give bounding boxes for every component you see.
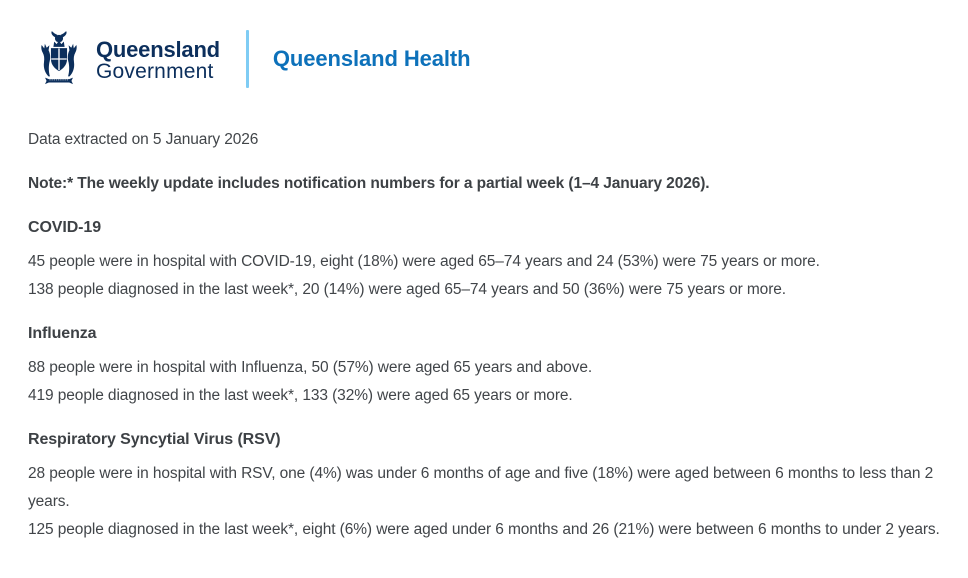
section-title-rsv: Respiratory Syncytial Virus (RSV): [28, 431, 281, 448]
gov-logo-text-government: Government: [96, 59, 214, 83]
data-extracted-line: Data extracted on 5 January 2026: [28, 131, 259, 148]
rsv-diagnosed-paragraph: 125 people diagnosed in the last week*, …: [28, 521, 940, 538]
covid-hospital-paragraph: 45 people were in hospital with COVID-19…: [28, 253, 820, 270]
gov-logo-wordmark: Queensland Government: [96, 38, 220, 83]
covid-diagnosed-paragraph: 138 people diagnosed in the last week*, …: [28, 281, 786, 298]
section-title-covid-19: COVID-19: [28, 219, 101, 236]
section-influenza: Influenza 88 people were in hospital wit…: [28, 320, 940, 410]
qld-government-logo-link[interactable]: Queensland Government: [28, 28, 220, 90]
section-title-influenza: Influenza: [28, 325, 97, 342]
site-header: Queensland Government Queensland Health: [28, 28, 940, 90]
qld-coat-of-arms-icon: [28, 28, 90, 90]
section-rsv: Respiratory Syncytial Virus (RSV) 28 peo…: [28, 426, 940, 544]
gov-logo-text-queensland: Queensland: [96, 36, 220, 62]
section-covid-19: COVID-19 45 people were in hospital with…: [28, 214, 940, 304]
report-content: Data extracted on 5 January 2026 Note:* …: [28, 126, 940, 544]
rsv-hospital-paragraph: 28 people were in hospital with RSV, one…: [28, 465, 934, 510]
influenza-hospital-paragraph: 88 people were in hospital with Influenz…: [28, 359, 593, 376]
influenza-diagnosed-paragraph: 419 people diagnosed in the last week*, …: [28, 387, 573, 404]
site-title-queensland-health[interactable]: Queensland Health: [272, 46, 471, 71]
header-divider: [245, 30, 249, 88]
note-line: Note:* The weekly update includes notifi…: [28, 175, 710, 192]
